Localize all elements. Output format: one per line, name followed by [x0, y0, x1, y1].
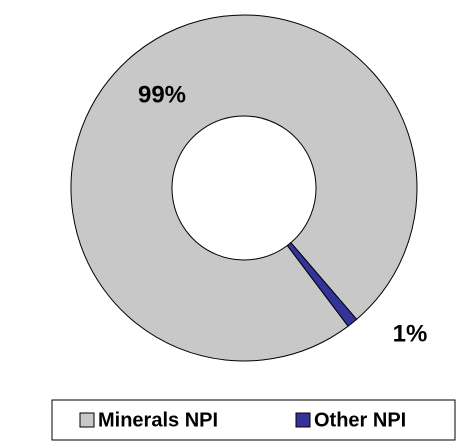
slice: [286, 241, 358, 327]
legend-label: Other NPI: [314, 409, 406, 431]
legend-box: [51, 399, 456, 441]
data-label: 1%: [393, 320, 428, 347]
slice: [70, 14, 418, 362]
legend-label: Minerals NPI: [98, 409, 218, 431]
data-label: 99%: [138, 81, 186, 108]
legend-swatch: [295, 412, 311, 428]
legend-swatch: [79, 412, 95, 428]
